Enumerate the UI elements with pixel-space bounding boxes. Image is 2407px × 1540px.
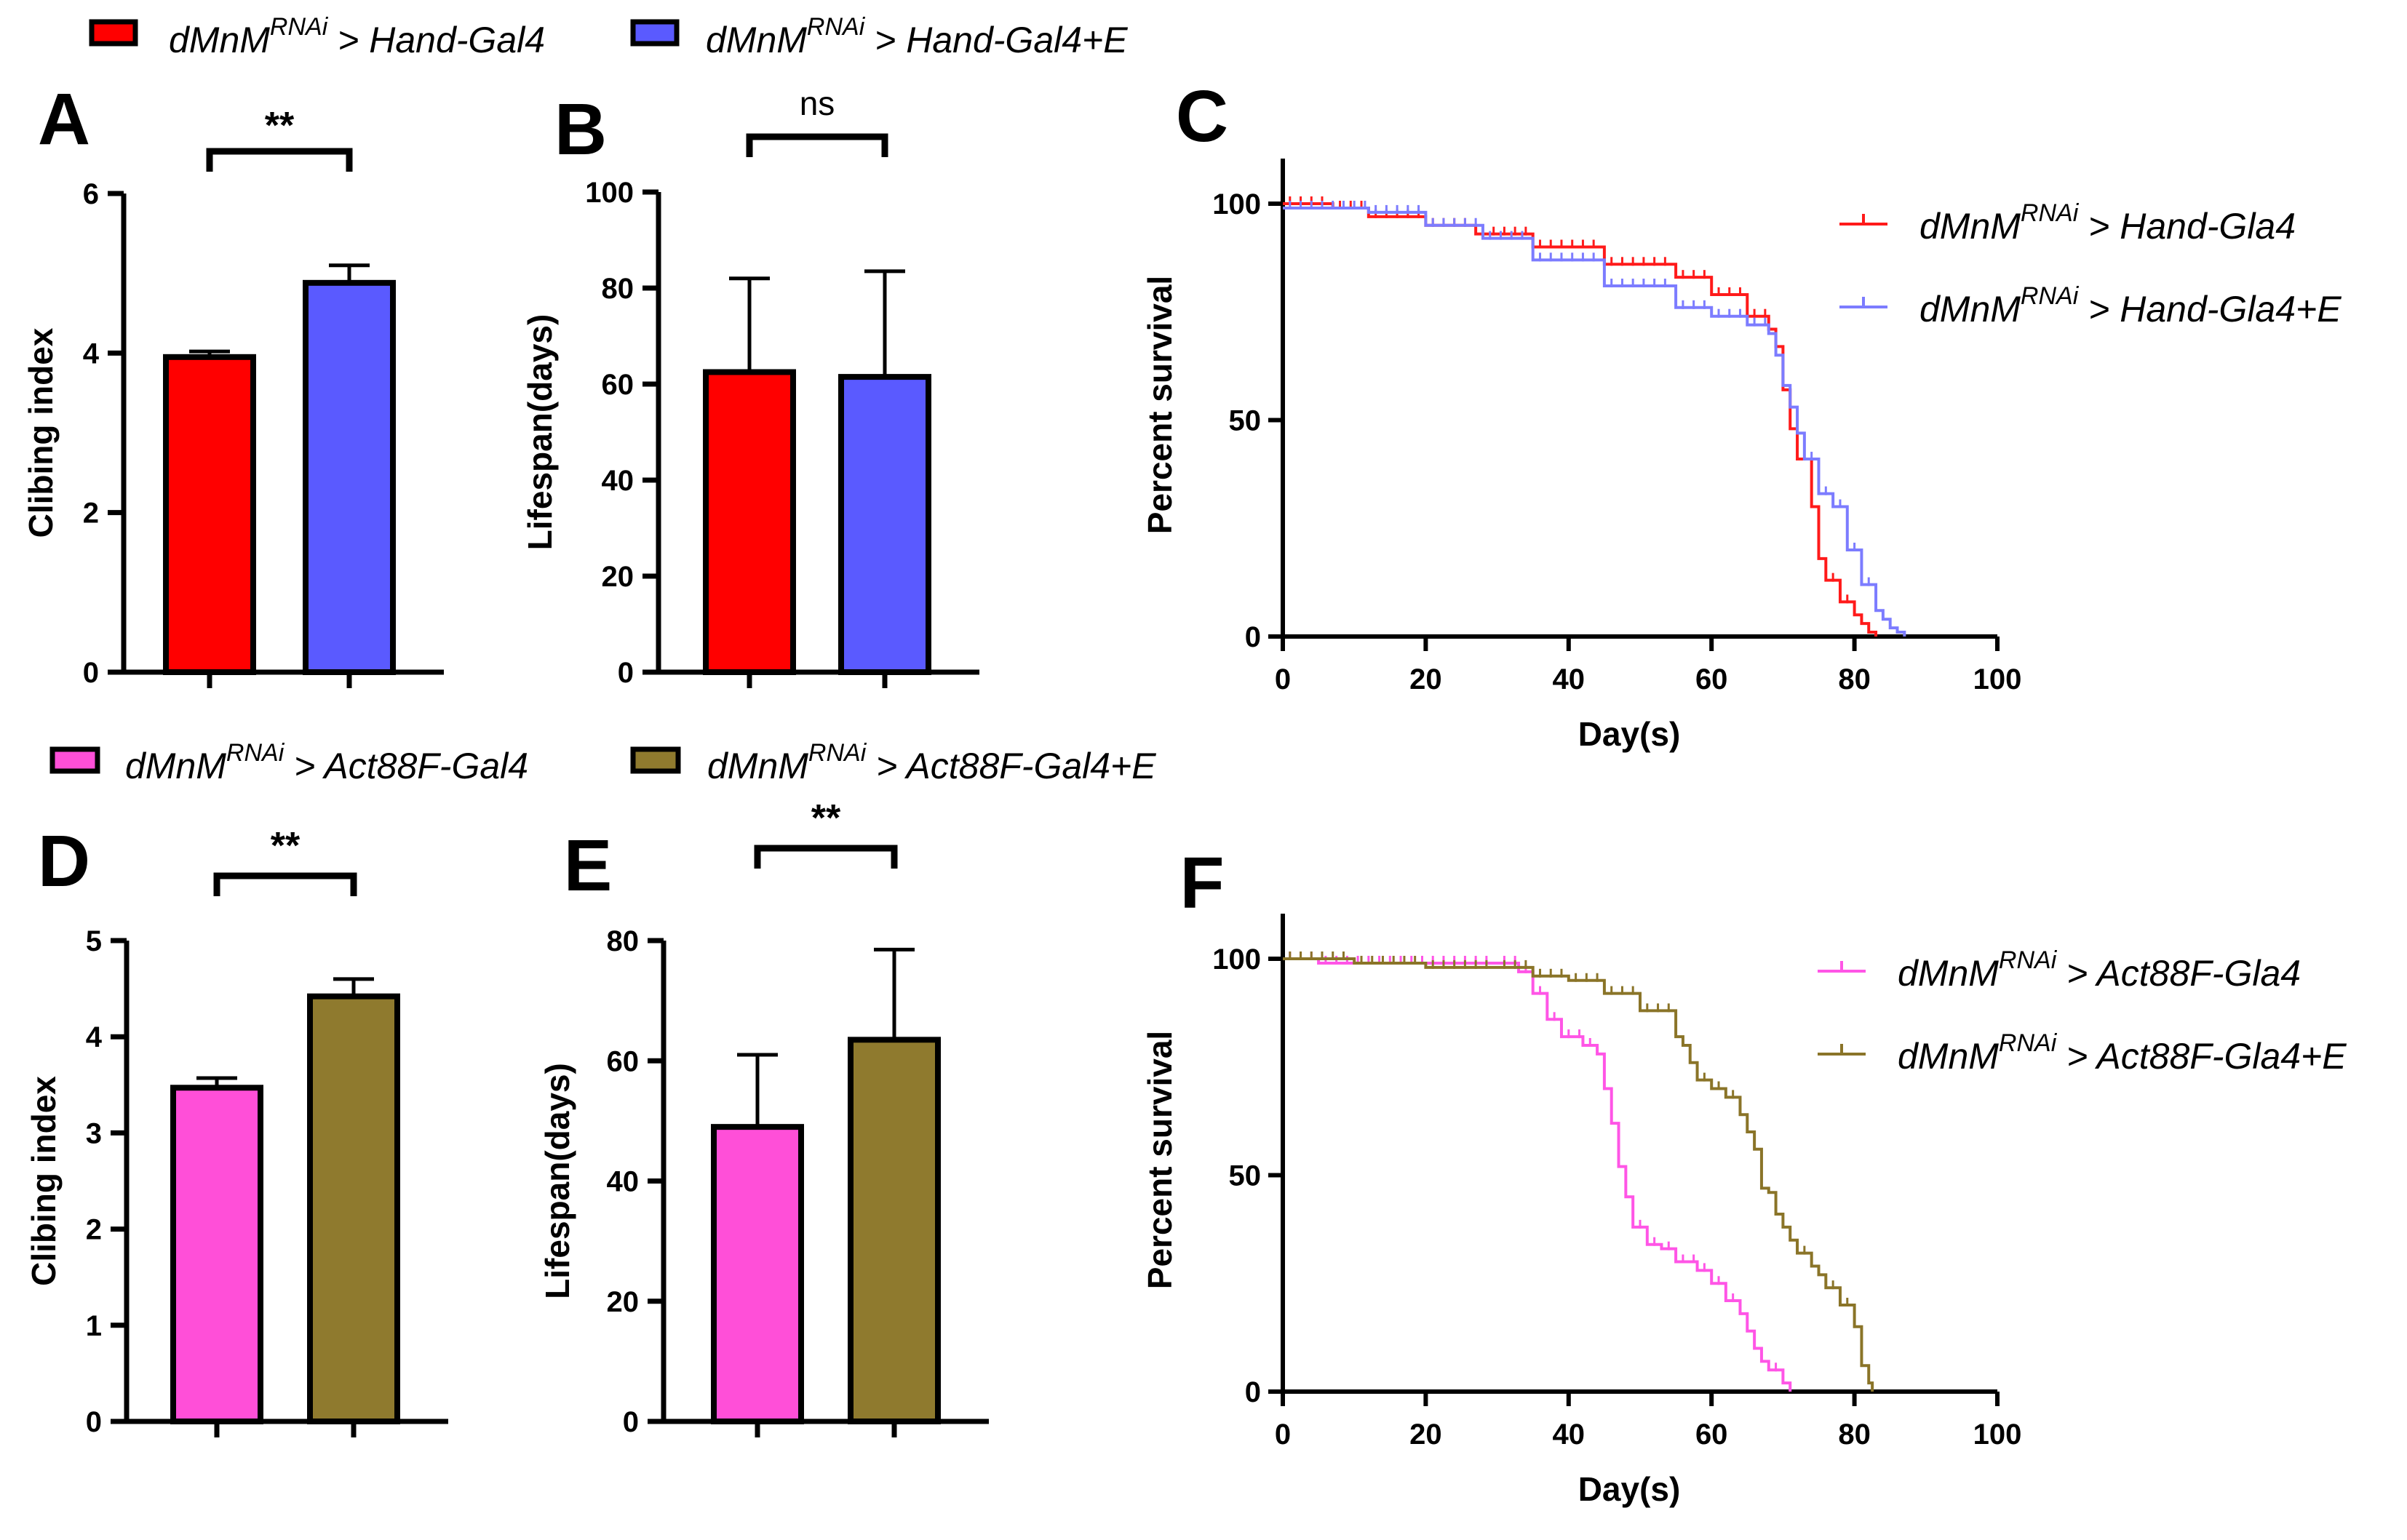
y-axis-label: Lifespan(days) [538,1063,576,1299]
legend-label-hand-gal4-e: dMnMRNAi > Hand-Gal4+E [706,13,1128,60]
y-tick-label: 40 [607,1166,640,1198]
bar [163,354,256,675]
y-tick-label: 100 [1212,943,1261,976]
y-tick-label: 20 [602,561,634,593]
y-tick-label: 50 [1229,405,1262,437]
y-axis-label: Clibing index [25,1076,63,1286]
x-tick-label: 40 [1553,663,1586,695]
legend-label-act88f-gal4-e: dMnMRNAi > Act88F-Gal4+E [707,739,1156,786]
y-tick-label: 0 [1245,621,1261,653]
significance-label: ns [800,84,835,122]
bar [711,1124,804,1424]
legend-label: dMnMRNAi > Act88F-Gla4+E [1898,1029,2347,1077]
panel-b-lifespan-bar-chart: B 0 20 40 60 80 100 Lifespan(days) ns [521,84,979,689]
y-tick-label: 6 [83,178,99,210]
legend-top: dMnMRNAi > Hand-Gal4 dMnMRNAi > Hand-Gal… [89,13,1128,60]
x-tick-label: 80 [1838,1419,1871,1451]
x-tick-label: 100 [1973,663,2022,695]
panel-letter: C [1176,76,1228,157]
panel-letter: F [1179,842,1224,924]
y-tick-label: 50 [1229,1160,1262,1192]
x-tick-label: 100 [1973,1419,2022,1451]
survival-curve [1283,957,1874,1392]
panel-d-climbing-bar-chart: D 0 1 2 3 4 5 Clibing index ** [25,821,448,1438]
panel-letter: D [38,821,90,902]
panel-a-climbing-bar-chart: A 0 2 4 6 Clibing index ** [22,79,444,689]
x-tick-label: 60 [1695,1419,1728,1451]
bar [303,279,396,675]
panel-letter: A [38,79,90,160]
x-tick-label: 20 [1409,1419,1442,1451]
x-tick-label: 0 [1275,1419,1291,1451]
legend-swatch-pink [49,746,100,774]
legend-swatch-blue [630,19,680,47]
survival-curve [1283,957,1792,1392]
y-tick-label: 2 [86,1214,102,1246]
significance-bracket [206,148,353,172]
legend-label: dMnMRNAi > Act88F-Gla4 [1898,946,2301,994]
legend-bottom: dMnMRNAi > Act88F-Gal4 dMnMRNAi > Act88F… [49,739,1156,786]
y-tick-label: 60 [602,369,634,401]
y-tick-label: 5 [86,925,102,957]
legend-label-act88f-gal4: dMnMRNAi > Act88F-Gal4 [125,739,528,786]
y-tick-label: 80 [602,273,634,305]
x-tick-label: 40 [1553,1419,1586,1451]
legend-swatch-red [89,19,138,47]
y-tick-label: 0 [1245,1376,1261,1408]
y-tick-label: 20 [607,1286,640,1318]
bar [848,1037,941,1425]
panel-c-survival-curve: C 0 50 100 0 20 40 60 80 100 Day(s) Percent surviva… [1141,76,2342,753]
significance-bracket [213,872,357,896]
significance-label: ** [265,105,295,147]
x-tick-label: 60 [1695,663,1728,695]
x-axis-label: Day(s) [1578,1470,1681,1508]
survival-curve [1283,206,1906,637]
significance-bracket [754,845,898,869]
y-tick-label: 0 [83,657,99,689]
bar [838,374,931,675]
x-axis-label: Day(s) [1578,715,1681,753]
y-tick-label: 100 [585,177,634,209]
y-tick-label: 0 [623,1406,639,1438]
y-tick-label: 40 [602,465,634,497]
legend-swatch-olive [630,746,681,774]
bar [307,993,400,1424]
y-tick-label: 4 [86,1021,103,1053]
y-tick-label: 80 [607,925,640,957]
y-tick-label: 0 [86,1406,102,1438]
x-tick-label: 80 [1838,663,1871,695]
panel-letter: E [564,825,613,906]
y-axis-label: Lifespan(days) [521,314,559,551]
y-tick-label: 100 [1212,188,1261,220]
panel-f-survival-curve: F 0 50 100 0 20 40 60 80 100 Day(s) Percent surviva… [1141,842,2347,1508]
legend-label-hand-gal4: dMnMRNAi > Hand-Gal4 [169,13,545,60]
y-axis-label: Percent survival [1141,276,1179,534]
significance-bracket [746,133,888,157]
bar [703,369,796,675]
y-tick-label: 1 [86,1310,102,1342]
significance-label: ** [811,797,841,839]
y-tick-label: 60 [607,1045,640,1077]
legend-label: dMnMRNAi > Hand-Gla4+E [1919,282,2342,330]
bar [170,1085,263,1424]
survival-curve [1283,202,1878,637]
panel-e-lifespan-bar-chart: E 0 20 40 60 80 Lifespan(days) ** [538,797,989,1438]
y-axis-label: Clibing index [22,327,60,538]
y-tick-label: 3 [86,1117,102,1149]
y-tick-label: 2 [83,498,99,530]
x-tick-label: 0 [1275,663,1291,695]
panel-letter: B [554,89,607,170]
significance-label: ** [271,825,301,867]
x-tick-label: 20 [1409,663,1442,695]
legend-label: dMnMRNAi > Hand-Gla4 [1919,199,2296,247]
y-tick-label: 0 [618,657,634,689]
y-axis-label: Percent survival [1141,1031,1179,1289]
y-tick-label: 4 [83,338,100,370]
